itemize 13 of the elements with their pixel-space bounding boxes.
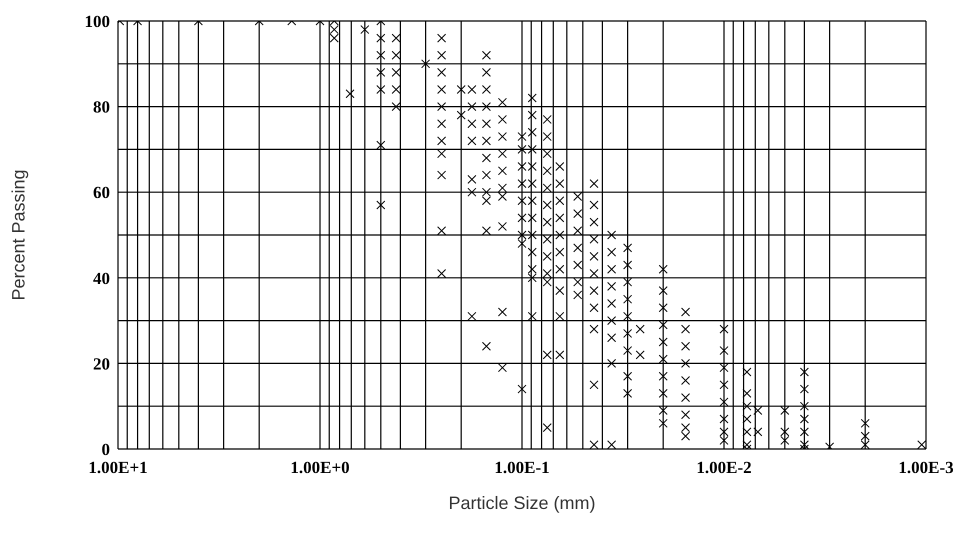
y-tick-label: 100: [84, 12, 110, 32]
y-axis-title: Percent Passing: [8, 169, 28, 301]
y-tick-label: 0: [102, 440, 110, 460]
x-tick-label: 1.00E+0: [290, 458, 350, 478]
y-tick-label: 20: [93, 354, 110, 374]
x-tick-label: 1.00E-2: [696, 458, 752, 478]
x-tick-label: 1.00E+1: [88, 458, 148, 478]
x-tick-label: 1.00E-1: [494, 458, 550, 478]
y-tick-label: 80: [93, 98, 110, 117]
y-tick-label: 40: [93, 268, 110, 288]
x-axis-title: Particle Size (mm): [448, 493, 596, 513]
y-tick-label: 60: [93, 183, 110, 202]
x-tick-label: 1.00E-3: [898, 458, 954, 478]
